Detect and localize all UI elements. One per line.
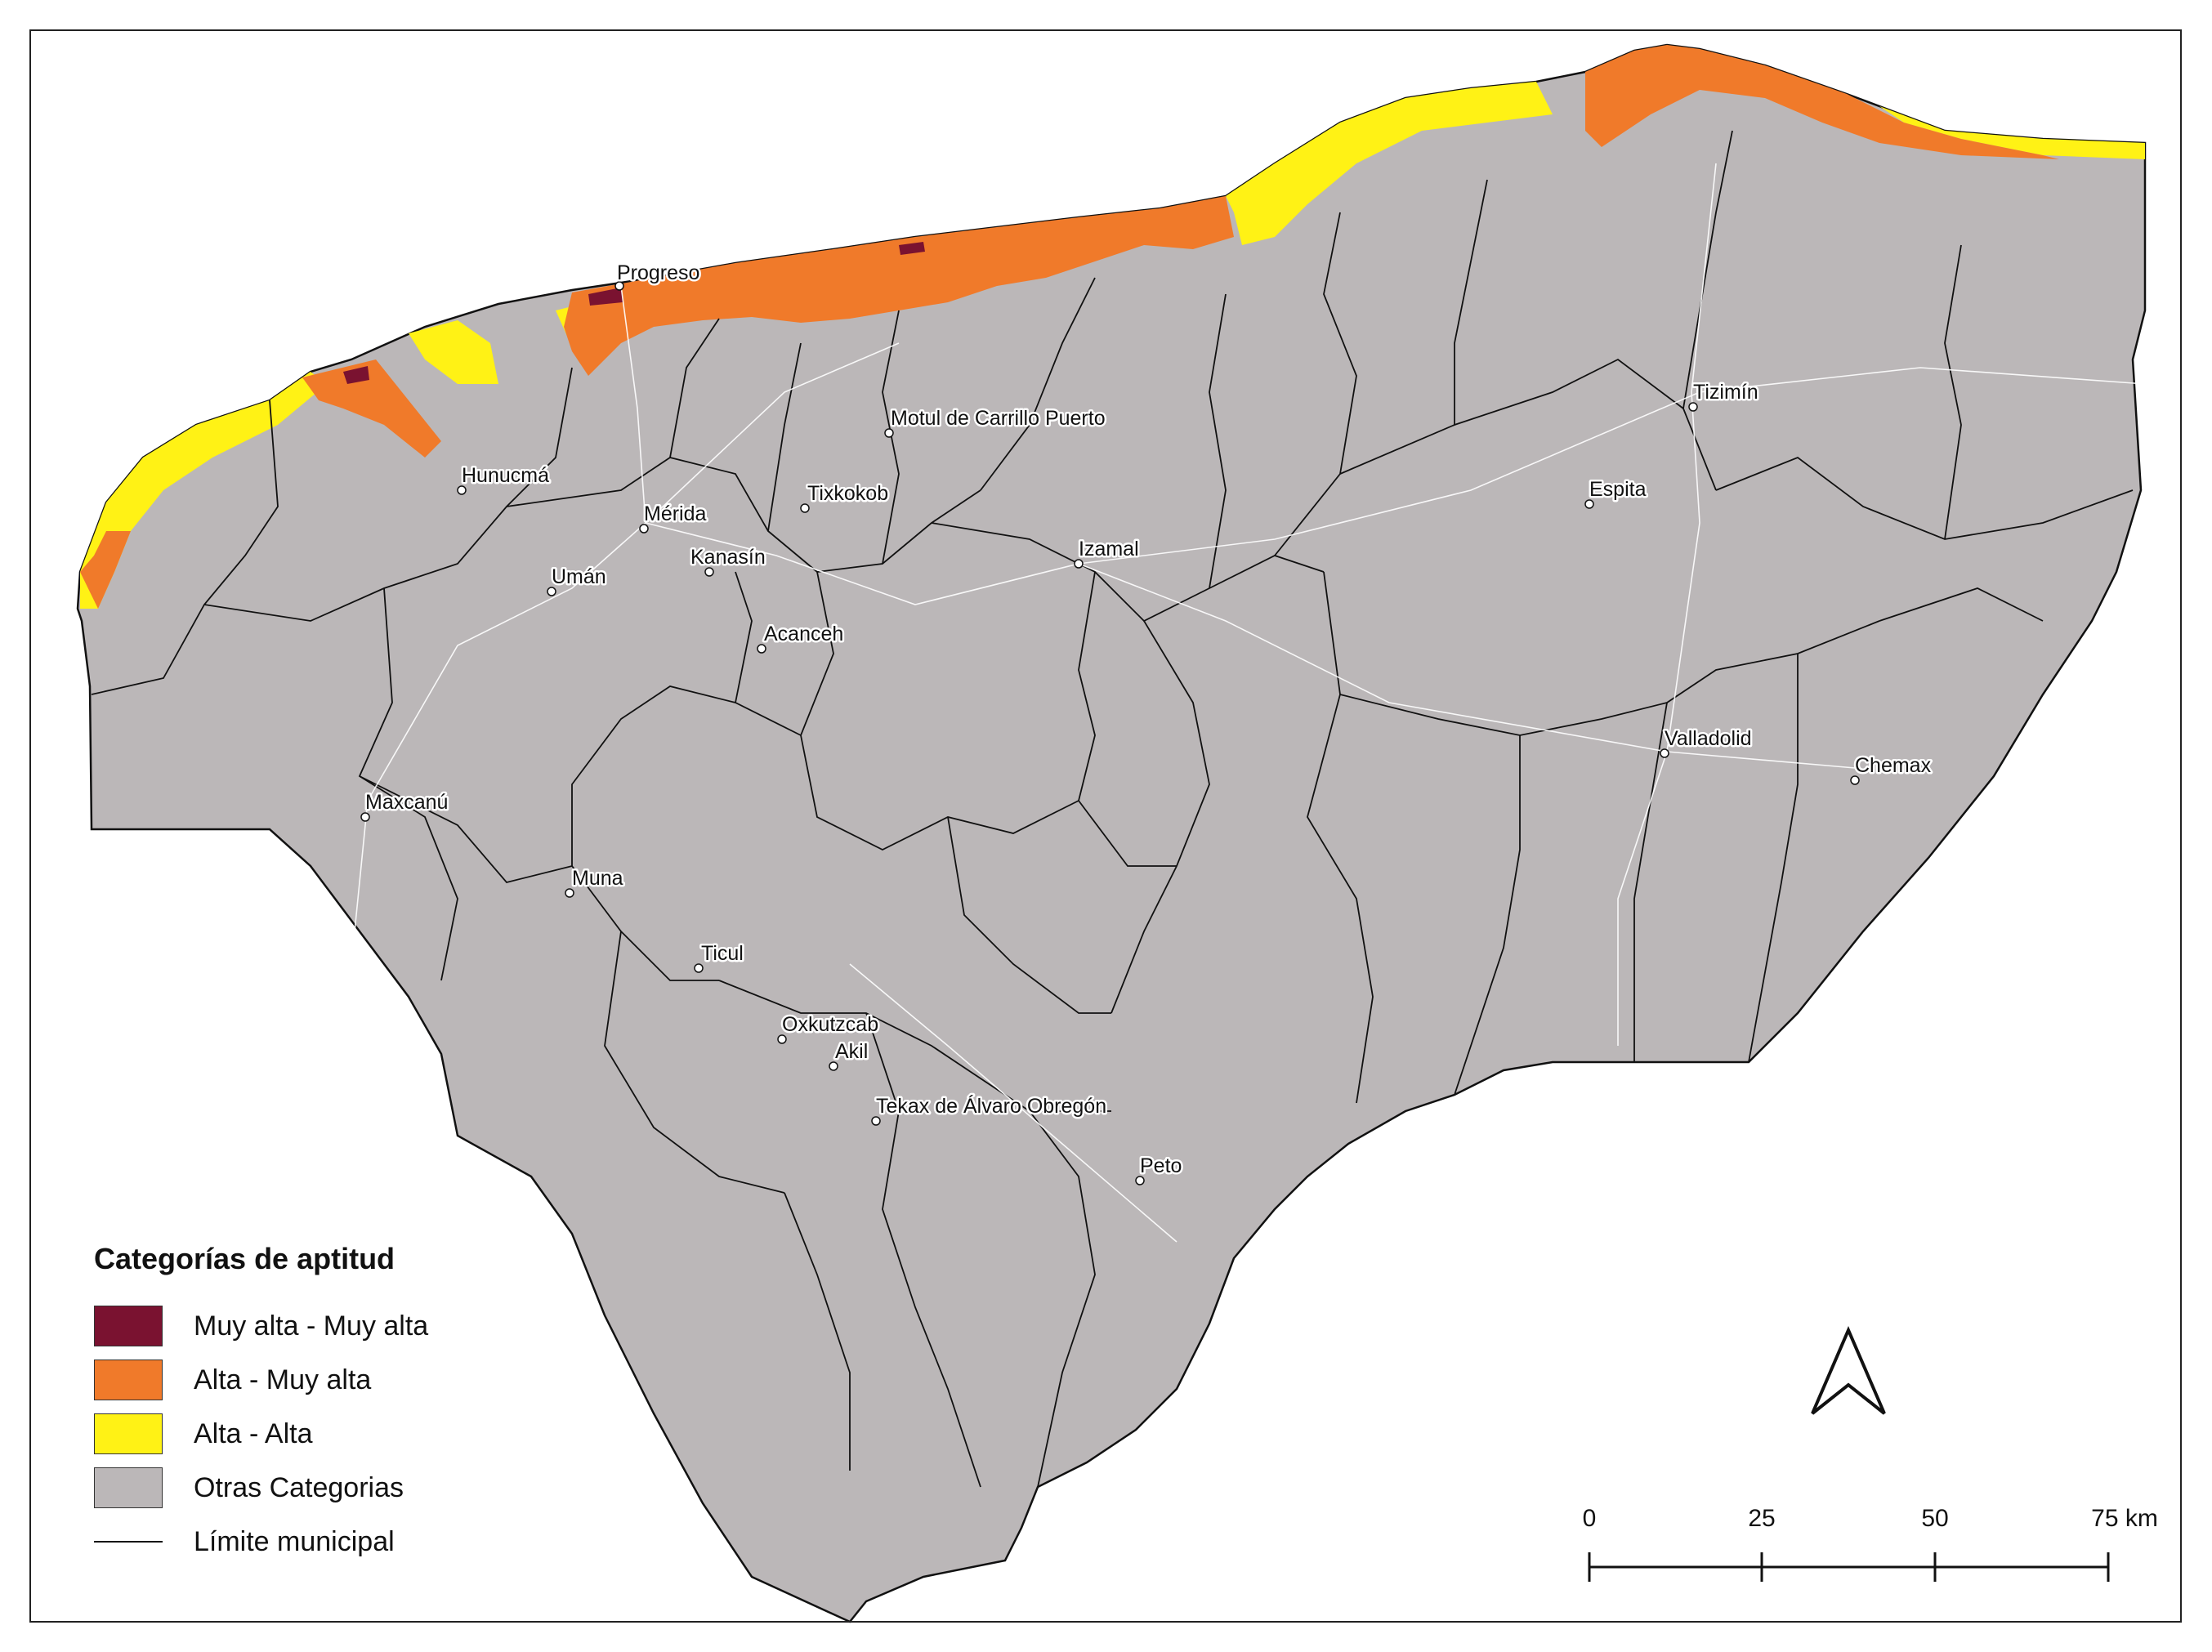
city-tizimin: Tizimín: [1688, 379, 1760, 412]
legend-title: Categorías de aptitud: [94, 1242, 395, 1275]
city-uman: Umán: [547, 564, 608, 596]
svg-text:Mérida: Mérida: [644, 502, 707, 525]
svg-text:Muna: Muna: [572, 867, 623, 890]
legend-label: Otras Categorias: [194, 1471, 404, 1503]
city-tekax: Tekax de Álvaro Obregón: [871, 1092, 1109, 1126]
svg-text:Chemax: Chemax: [1855, 754, 1932, 777]
legend-label: Alta - Muy alta: [194, 1364, 372, 1395]
legend-swatch: [94, 1360, 163, 1400]
city-progreso: Progreso: [614, 260, 702, 291]
zone-alta-muyalta-west: [80, 531, 131, 609]
zone-muyalta-muyalta-2: [588, 288, 623, 306]
svg-text:Motul de Carrillo Puerto: Motul de Carrillo Puerto: [891, 407, 1106, 430]
zone-alta-muyalta-progreso: [564, 196, 1234, 376]
svg-text:Hunucmá: Hunucmá: [462, 464, 549, 487]
city-acanceh: Acanceh: [757, 621, 846, 654]
scale-bar: 0 25 50 75 km: [1583, 1505, 2158, 1582]
svg-text:Progreso: Progreso: [617, 261, 699, 284]
svg-text:Peto: Peto: [1140, 1154, 1182, 1177]
city-oxkutzcab: Oxkutzcab: [777, 1011, 881, 1044]
legend-label: Alta - Alta: [194, 1418, 313, 1449]
legend-item-limite: Límite municipal: [94, 1515, 666, 1569]
city-hunucma: Hunucmá: [457, 462, 552, 495]
roads: [351, 163, 2146, 1243]
city-chemax: Chemax: [1850, 752, 1933, 785]
legend-swatch: [94, 1413, 163, 1454]
legend-item-otras: Otras Categorias: [94, 1461, 666, 1515]
legend-swatch: [94, 1306, 163, 1346]
legend-item-muy-alta: Muy alta - Muy alta: [94, 1299, 666, 1353]
suitability-zones: [80, 45, 2145, 609]
zone-muyalta-muyalta-1: [343, 366, 369, 384]
legend-swatch: [94, 1467, 163, 1508]
zone-muyalta-muyalta-3: [899, 242, 925, 255]
svg-text:Acanceh: Acanceh: [764, 623, 843, 645]
scale-tick-25: 25: [1748, 1505, 1775, 1532]
city-ticul: Ticul: [694, 940, 745, 973]
zone-alta-alta-east2: [1879, 106, 2145, 159]
city-maxcanu: Maxcanú: [360, 789, 450, 822]
legend: Categorías de aptitud Muy alta - Muy alt…: [94, 1242, 666, 1569]
city-akil: Akil: [829, 1038, 870, 1071]
legend-label: Límite municipal: [194, 1525, 395, 1557]
city-merida: Mérida: [639, 501, 708, 534]
zone-alta-muyalta-hunucma: [302, 359, 441, 458]
svg-text:Izamal: Izamal: [1079, 538, 1139, 560]
legend-line-swatch: [94, 1541, 163, 1543]
scale-tick-50: 50: [1921, 1505, 1948, 1532]
city-muna: Muna: [565, 865, 625, 898]
city-izamal: Izamal: [1074, 536, 1141, 569]
city-peto: Peto: [1135, 1153, 1184, 1185]
north-arrow-icon: [1811, 1325, 1886, 1415]
city-tixkokob: Tixkokob: [800, 480, 891, 513]
city-valladolid: Valladolid: [1660, 726, 1754, 758]
city-espita: Espita: [1584, 476, 1648, 509]
svg-text:Umán: Umán: [552, 565, 606, 588]
svg-text:Tekax de Álvaro Obregón: Tekax de Álvaro Obregón: [876, 1094, 1106, 1118]
zone-alta-muyalta-east: [1585, 45, 2059, 159]
legend-item-alta-muy-alta: Alta - Muy alta: [94, 1353, 666, 1407]
svg-text:Akil: Akil: [835, 1040, 868, 1063]
svg-text:Espita: Espita: [1589, 478, 1647, 501]
zone-alta-alta-east1: [1226, 82, 1553, 245]
legend-label: Muy alta - Muy alta: [194, 1310, 429, 1342]
scale-tick-75: 75 km: [2091, 1505, 2158, 1532]
svg-text:Tixkokob: Tixkokob: [807, 482, 888, 505]
svg-text:Maxcanú: Maxcanú: [365, 791, 448, 814]
legend-item-alta-alta: Alta - Alta: [94, 1407, 666, 1461]
zone-alta-alta-west: [80, 372, 327, 609]
zone-alta-alta-progreso: [409, 320, 498, 384]
svg-text:Valladolid: Valladolid: [1665, 727, 1752, 750]
svg-text:Kanasín: Kanasín: [690, 546, 766, 569]
city-motul: Motul de Carrillo Puerto: [884, 405, 1107, 438]
city-kanasin: Kanasín: [689, 544, 767, 577]
city-markers: Progreso Hunucmá Mérida Kanasín Tixkokob…: [360, 260, 1933, 1185]
scale-tick-0: 0: [1583, 1505, 1597, 1532]
svg-text:Tizimín: Tizimín: [1693, 381, 1758, 404]
svg-text:Oxkutzcab: Oxkutzcab: [782, 1013, 878, 1036]
svg-text:Ticul: Ticul: [701, 942, 744, 965]
